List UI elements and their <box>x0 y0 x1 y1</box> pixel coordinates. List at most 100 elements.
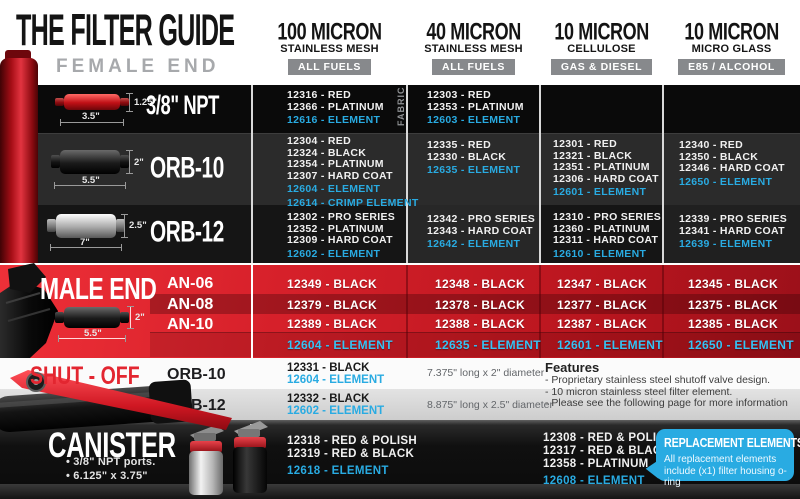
male-end-title-text: MALE END <box>40 272 157 306</box>
row-label-orb10: ORB-10 <box>167 366 226 383</box>
part-number: 12358 - PLATINUM <box>543 458 649 470</box>
part-number: 12331 - BLACK <box>287 362 370 374</box>
size-note: 8.875" long x 2.5" diameter <box>427 399 553 411</box>
part-number: 12330 - BLACK <box>427 150 507 163</box>
female-row-npt <box>0 85 800 133</box>
part-number: 12378 - BLACK <box>435 298 525 312</box>
female-end-label: FEMALE END <box>56 56 220 77</box>
dimension-height: 2" <box>135 312 145 323</box>
parts-orb10-40micron: 12335 - RED 12330 - BLACK 12635 - ELEMENT <box>427 139 521 177</box>
parts-orb10-10micron-cellulose: 12301 - RED 12321 - BLACK 12351 - PLATINUM… <box>553 138 659 199</box>
parts-orb12-100micron: 12302 - PRO SERIES 12352 - PLATINUM 12309 … <box>287 211 395 260</box>
column-header-10-micron-cellulose: 10 MICRON CELLULOSE GAS & DIESEL <box>540 17 663 75</box>
element-part-number: 12618 - ELEMENT <box>287 465 389 477</box>
part-number: 12317 - RED & BLACK <box>543 445 671 457</box>
part-number: 12353 - PLATINUM <box>427 100 524 113</box>
canister-photos <box>189 421 268 495</box>
column-divider <box>539 265 541 358</box>
element-part-number: 12650 - ELEMENT <box>688 338 794 352</box>
part-number: 12339 - PRO SERIES <box>679 213 788 225</box>
dimension-height: 1.25" <box>134 97 157 108</box>
part-number: 12340 - RED <box>679 139 743 151</box>
dimension-line <box>126 150 133 174</box>
part-number: 12301 - RED <box>553 138 617 150</box>
part-number: 12309 - HARD COAT <box>287 234 393 246</box>
part-number: 12316 - RED <box>287 89 351 101</box>
element-part-number: 12604 - ELEMENT <box>287 374 385 386</box>
part-number: 12319 - RED & BLACK <box>287 448 415 460</box>
shutoff-title: SHUT - OFF <box>30 361 159 390</box>
element-part-number: 12635 - ELEMENT <box>435 338 541 352</box>
column-micron: 10 MICRON <box>554 17 649 46</box>
features-block: Features - Proprietary stainless steel s… <box>545 360 795 410</box>
header: THE FILTER GUIDE FEMALE END 100 MICRON S… <box>0 0 800 85</box>
features-list: - Proprietary stainless steel shutoff va… <box>545 374 795 410</box>
an-fitting-photo <box>0 263 58 358</box>
part-number: 12346 - HARD COAT <box>679 162 785 174</box>
canister-title-text: CANISTER <box>48 425 176 465</box>
dimension-line <box>126 93 133 112</box>
element-part-number: 12603 - ELEMENT <box>427 114 521 126</box>
part-number: 12345 - BLACK <box>688 277 778 291</box>
parts-orb12-10micron-cellulose: 12310 - PRO SERIES 12360 - PLATINUM 12311 … <box>553 211 662 260</box>
column-header-100-micron: 100 MICRON STAINLESS MESH ALL FUELS <box>252 19 407 75</box>
part-number: 12306 - HARD COAT <box>553 172 659 185</box>
male-row-band-elements <box>150 332 800 357</box>
parts-orb10-100micron: 12304 - RED 12324 - BLACK 12354 - PLATINUM… <box>287 135 419 209</box>
fuel-badge: ALL FUELS <box>288 59 371 75</box>
element-part-number: 12642 - ELEMENT <box>427 238 521 250</box>
part-number: 12379 - BLACK <box>287 298 377 312</box>
fabric-note: FABRIC <box>396 86 406 127</box>
callout-body: All replacement elements include (x1) fi… <box>664 454 787 488</box>
element-part-number: 12610 - ELEMENT <box>553 247 647 260</box>
part-number: 12350 - BLACK <box>679 150 759 163</box>
part-number: 12303 - RED <box>427 89 491 101</box>
element-part-number: 12601 - ELEMENT <box>557 338 663 352</box>
dimension-line <box>54 182 126 189</box>
female-row-orb10 <box>0 133 800 207</box>
column-divider <box>406 265 408 358</box>
part-number: 12310 - PRO SERIES <box>553 211 662 223</box>
dimension-line <box>127 306 134 329</box>
element-part-number: 12604 - ELEMENT <box>287 183 381 195</box>
part-number: 12321 - BLACK <box>553 149 633 162</box>
npt-filter-thumbnail <box>64 94 120 110</box>
column-header-10-micron-microglass: 10 MICRON MICRO GLASS E85 / ALCOHOL <box>663 17 800 75</box>
parts-npt-100micron: 12316 - RED 12366 - PLATINUM 12616 - ELEME… <box>287 89 384 127</box>
element-part-number: 12604 - ELEMENT <box>287 338 393 352</box>
page-title: THE FILTER GUIDE <box>16 6 311 55</box>
canister-bullets: • 3/8" NPT ports. • 6.125" x 3.75" <box>66 455 155 483</box>
part-number: 12348 - BLACK <box>435 277 525 291</box>
row-label-text: ORB-12 <box>150 213 224 249</box>
part-number: 12366 - PLATINUM <box>287 100 384 113</box>
cell-shade <box>407 205 540 263</box>
column-media: CELLULOSE <box>567 43 636 55</box>
dimension-length: 7" <box>80 237 90 248</box>
column-divider <box>662 265 664 358</box>
red-filter-photo <box>0 58 38 263</box>
parts-orb10-10micron-microglass: 12340 - RED 12350 - BLACK 12346 - HARD COA… <box>679 139 785 188</box>
column-media: MICRO GLASS <box>691 43 772 55</box>
part-number: 12351 - PLATINUM <box>553 161 650 173</box>
part-number: 12387 - BLACK <box>557 317 647 331</box>
parts-orb12-40micron: 12342 - PRO SERIES 12343 - HARD COAT 12642… <box>427 213 536 251</box>
part-number: 12308 - RED & POLISH <box>543 432 673 444</box>
part-number: 12311 - HARD COAT <box>553 234 659 246</box>
part-number: 12342 - PRO SERIES <box>427 213 536 225</box>
row-label-an06: AN-06 <box>167 275 214 292</box>
size-note: 7.375" long x 2" diameter <box>427 367 545 379</box>
column-micron: 10 MICRON <box>684 17 779 46</box>
column-divider <box>662 85 664 263</box>
parts-canister-10micron-cellulose: 12308 - RED & POLISH 12317 - RED & BLACK 1… <box>543 432 673 488</box>
dimension-length: 5.5" <box>84 328 102 339</box>
part-number: 12352 - PLATINUM <box>287 222 384 235</box>
part-number: 12375 - BLACK <box>688 298 778 312</box>
part-number: 12354 - PLATINUM <box>287 158 384 170</box>
part-number: - Proprietary stainless steel shutoff va… <box>545 374 771 386</box>
dimension-line <box>58 335 126 342</box>
part-number: 12347 - BLACK <box>557 277 647 291</box>
row-label-npt: 3/8" NPT <box>146 90 237 120</box>
element-part-number: 12635 - ELEMENT <box>427 164 521 176</box>
fuel-badge: GAS & DIESEL <box>550 59 653 75</box>
